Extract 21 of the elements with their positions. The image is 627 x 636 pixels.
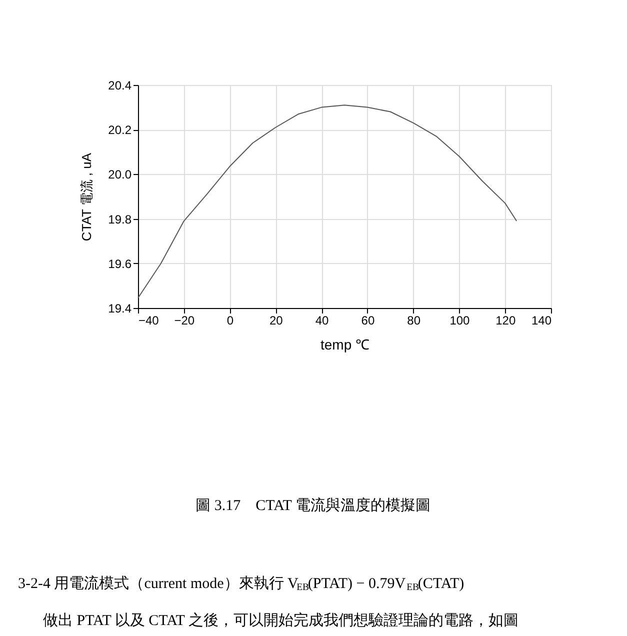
x-tick-label: −20 bbox=[174, 314, 195, 328]
x-tick-label: 20 bbox=[269, 314, 284, 328]
y-tick-label: 19.4 bbox=[108, 302, 132, 316]
y-tick-label: 20.2 bbox=[108, 123, 132, 138]
x-tick-label: −40 bbox=[138, 314, 160, 328]
x-tick-label: 60 bbox=[361, 314, 375, 328]
x-axis-title: temp ℃ bbox=[320, 336, 370, 352]
caption: 圖 3.17 CTAT 電流與溫度的模擬圖 bbox=[196, 497, 430, 514]
x-tick-label: 0 bbox=[226, 314, 234, 328]
text: 做出 PTAT 以及 CTAT 之後，可以開始完成我們想驗證理論的電路，如圖 bbox=[43, 612, 518, 629]
x-tick-label: 80 bbox=[407, 314, 421, 328]
x-tick-label: 140 bbox=[531, 314, 552, 328]
y-axis-title: CTAT 電流 , uA bbox=[79, 152, 94, 242]
x-tick-label: 120 bbox=[496, 314, 516, 328]
x-tick-label: 100 bbox=[450, 314, 470, 328]
x-tick-label: 40 bbox=[315, 314, 330, 328]
y-tick-label: 20.0 bbox=[108, 168, 132, 182]
y-tick-label: 19.6 bbox=[108, 256, 132, 271]
y-tick-label: 20.4 bbox=[108, 78, 132, 92]
y-tick-label: 19.8 bbox=[108, 212, 132, 226]
line-series bbox=[138, 104, 518, 298]
